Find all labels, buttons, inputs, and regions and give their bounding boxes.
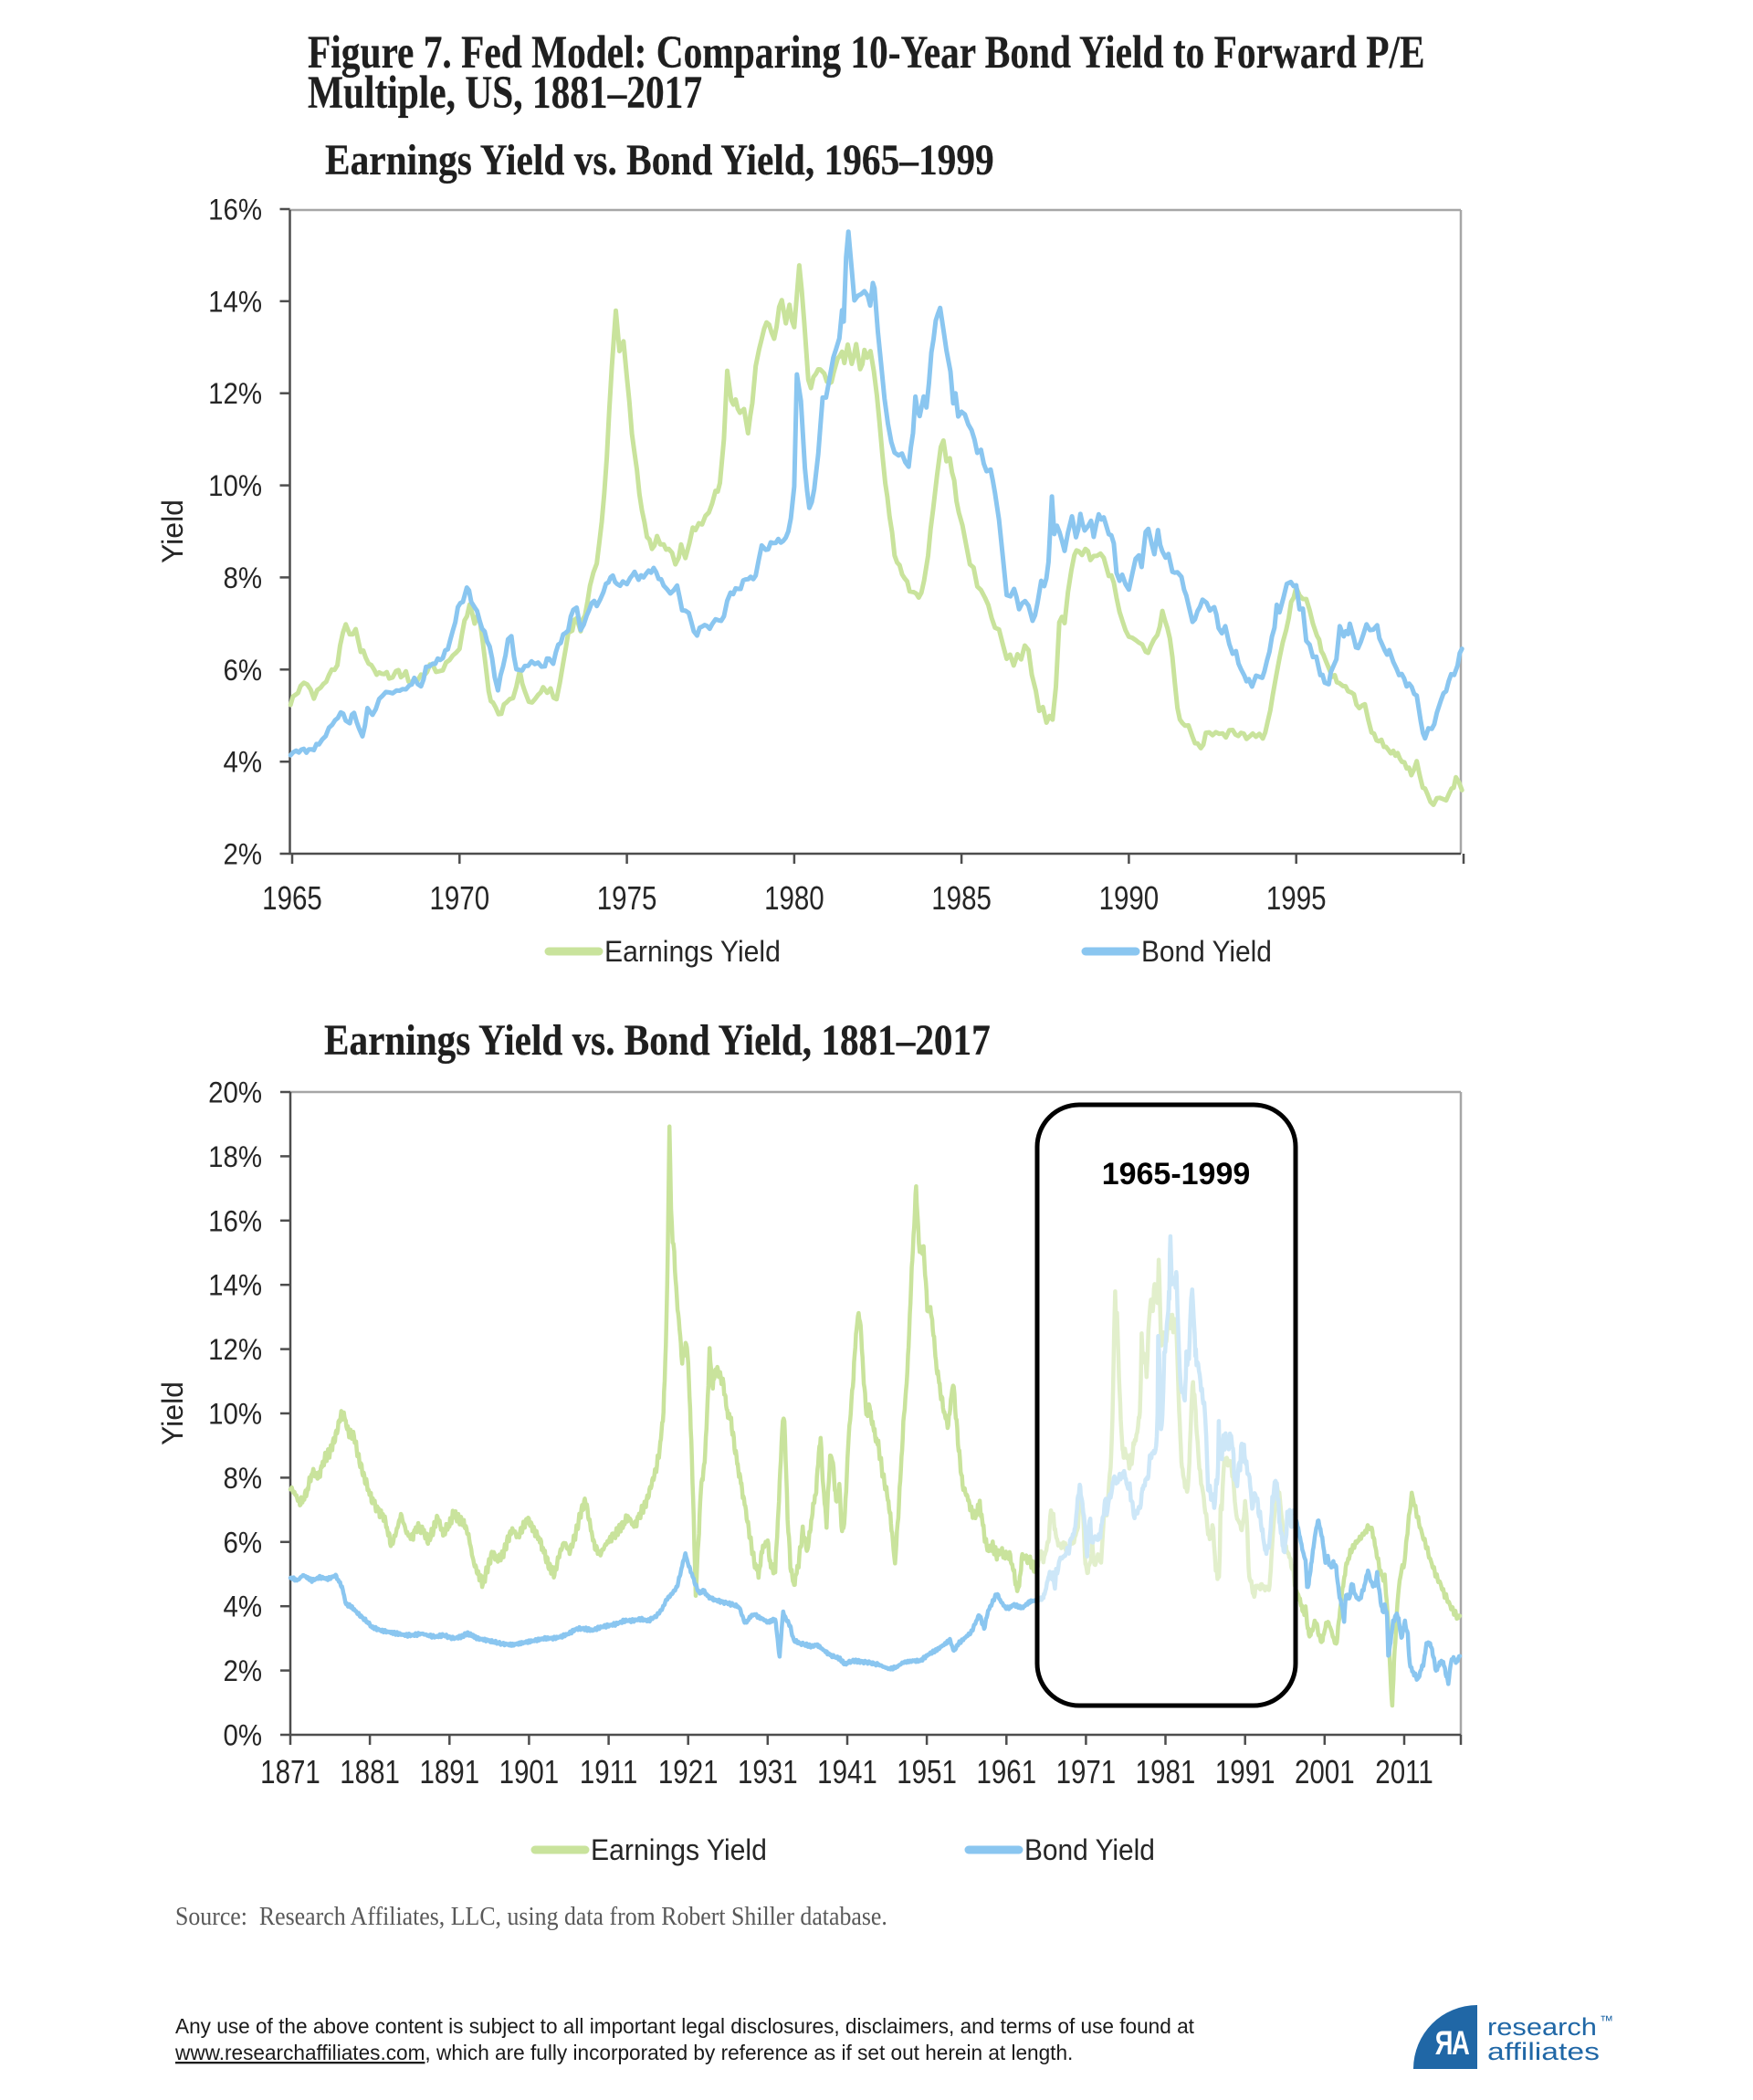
svg-text:Figure 7. Fed Model: Comparing: Figure 7. Fed Model: Comparing 10-Year B…: [308, 27, 1425, 79]
svg-text:Yield: Yield: [156, 499, 189, 563]
svg-text:14%: 14%: [208, 285, 262, 318]
svg-text:1981: 1981: [1136, 1753, 1196, 1790]
svg-text:14%: 14%: [208, 1269, 262, 1302]
svg-text:1901: 1901: [499, 1753, 560, 1790]
svg-text:10%: 10%: [208, 1397, 262, 1430]
svg-text:1971: 1971: [1056, 1753, 1117, 1790]
svg-text:™: ™: [1600, 2013, 1613, 2029]
svg-text:2001: 2001: [1295, 1753, 1355, 1790]
svg-text:1985: 1985: [931, 879, 992, 916]
svg-text:1921: 1921: [658, 1753, 719, 1790]
svg-text:6%: 6%: [223, 654, 262, 687]
svg-text:16%: 16%: [208, 1204, 262, 1237]
svg-text:2%: 2%: [223, 837, 262, 870]
svg-text:www.researchaffiliates.com, wh: www.researchaffiliates.com, which are fu…: [174, 2041, 1073, 2064]
svg-text:Any use of the above content i: Any use of the above content is subject …: [175, 2014, 1195, 2038]
svg-text:1965-1999: 1965-1999: [1102, 1157, 1251, 1192]
svg-text:1991: 1991: [1215, 1753, 1275, 1790]
svg-text:Earnings Yield: Earnings Yield: [604, 935, 781, 968]
svg-text:affiliates: affiliates: [1487, 2038, 1600, 2065]
svg-text:4%: 4%: [223, 746, 262, 779]
svg-text:0%: 0%: [223, 1718, 262, 1751]
svg-text:1980: 1980: [764, 879, 824, 916]
svg-text:1965: 1965: [262, 879, 322, 916]
svg-text:1975: 1975: [597, 879, 657, 916]
svg-text:4%: 4%: [223, 1591, 262, 1623]
svg-text:1931: 1931: [738, 1753, 798, 1790]
svg-text:Bond Yield: Bond Yield: [1024, 1833, 1155, 1866]
svg-text:16%: 16%: [208, 193, 262, 226]
svg-text:2011: 2011: [1375, 1753, 1433, 1790]
svg-text:1970: 1970: [429, 879, 489, 916]
svg-text:Multiple, US, 1881–2017: Multiple, US, 1881–2017: [308, 68, 702, 119]
svg-text:20%: 20%: [208, 1076, 262, 1108]
svg-text:12%: 12%: [208, 377, 262, 410]
svg-text:6%: 6%: [223, 1526, 262, 1559]
svg-text:1941: 1941: [817, 1753, 877, 1790]
svg-text:Earnings Yield vs. Bond Yield,: Earnings Yield vs. Bond Yield, 1965–1999: [325, 135, 994, 184]
svg-text:1911: 1911: [580, 1753, 637, 1790]
svg-text:Earnings Yield vs. Bond Yield,: Earnings Yield vs. Bond Yield, 1881–2017: [324, 1015, 991, 1065]
svg-text:10%: 10%: [208, 469, 262, 502]
svg-text:1995: 1995: [1266, 879, 1327, 916]
svg-text:12%: 12%: [208, 1333, 262, 1366]
svg-text:Yield: Yield: [156, 1381, 189, 1445]
svg-text:1990: 1990: [1099, 879, 1160, 916]
svg-text:ЯA: ЯA: [1435, 2024, 1470, 2062]
svg-text:2%: 2%: [223, 1654, 262, 1687]
svg-text:research: research: [1487, 2014, 1597, 2042]
svg-text:1891: 1891: [419, 1753, 479, 1790]
svg-text:Earnings Yield: Earnings Yield: [591, 1833, 767, 1866]
svg-text:Source: Research Affiliates,: Source: Research Affiliates, LLC, using …: [175, 1902, 887, 1931]
svg-text:1961: 1961: [976, 1753, 1036, 1790]
svg-text:1951: 1951: [897, 1753, 957, 1790]
svg-text:1881: 1881: [340, 1753, 400, 1790]
svg-text:Bond Yield: Bond Yield: [1141, 935, 1272, 968]
svg-text:8%: 8%: [223, 562, 262, 594]
svg-text:8%: 8%: [223, 1462, 262, 1495]
svg-text:1871: 1871: [260, 1753, 320, 1790]
svg-text:18%: 18%: [208, 1140, 262, 1173]
